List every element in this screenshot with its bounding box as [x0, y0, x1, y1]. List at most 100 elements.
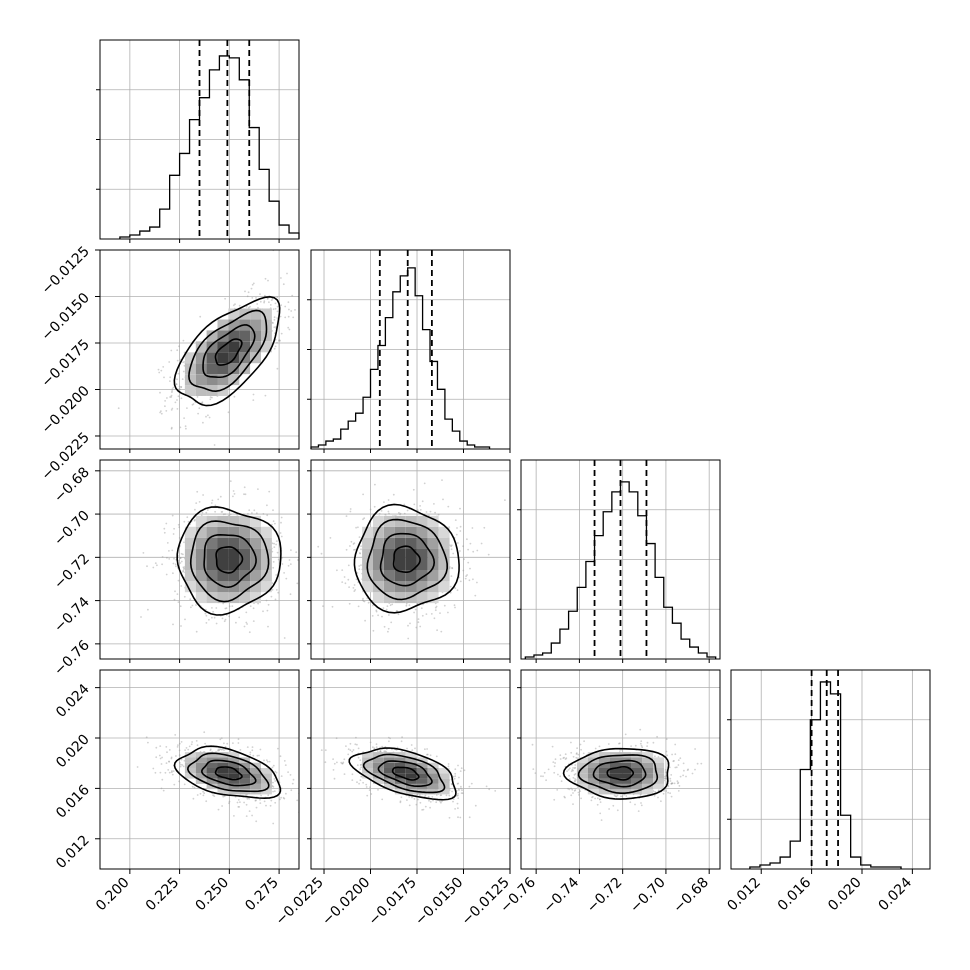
density-cell	[217, 352, 229, 364]
sample-point	[282, 283, 285, 286]
sample-point	[171, 407, 174, 410]
density-cell	[394, 526, 406, 538]
sample-point	[403, 512, 406, 515]
sample-point	[361, 599, 364, 602]
sample-point	[618, 742, 621, 745]
sample-point	[255, 297, 257, 299]
sample-point	[173, 557, 175, 560]
sample-point	[291, 294, 294, 297]
density-cell	[206, 581, 218, 593]
sample-point	[278, 339, 281, 341]
sample-point	[276, 296, 279, 299]
sample-point	[543, 771, 546, 774]
sample-point	[272, 308, 275, 311]
density-cell	[438, 768, 450, 774]
sample-point	[184, 618, 186, 621]
sample-point	[246, 623, 249, 625]
sample-point	[640, 744, 643, 747]
density-cell	[250, 526, 261, 538]
sample-point	[157, 368, 160, 371]
sample-point	[573, 780, 576, 782]
sample-point	[457, 542, 459, 544]
sample-point	[248, 631, 251, 634]
sample-point	[306, 765, 308, 767]
sample-point	[265, 599, 268, 602]
sample-point	[331, 605, 334, 608]
density-cell	[587, 762, 599, 768]
sample-point	[180, 585, 183, 587]
sample-point	[180, 386, 183, 389]
sample-point	[322, 605, 324, 607]
sample-point	[457, 807, 459, 810]
sample-point	[268, 301, 270, 304]
density-cell	[184, 526, 196, 538]
sample-point	[387, 630, 389, 633]
sample-point	[469, 567, 471, 570]
sample-point	[269, 804, 272, 807]
sample-point	[174, 563, 177, 566]
sample-point	[160, 410, 162, 412]
sample-point	[233, 493, 236, 495]
sample-point	[358, 568, 361, 571]
sample-point	[170, 396, 173, 398]
sample-point	[228, 802, 230, 805]
sample-point	[590, 799, 593, 802]
density-cell	[598, 752, 610, 758]
sample-point	[347, 564, 350, 567]
scatter-panel-0-3-border	[99, 669, 300, 870]
sample-point	[574, 773, 577, 775]
density-cell	[416, 570, 428, 582]
density-cell	[228, 757, 240, 763]
sample-point	[598, 745, 601, 748]
sample-point	[612, 804, 615, 807]
sample-point	[694, 748, 696, 750]
sample-point	[474, 804, 477, 807]
sample-point	[340, 761, 343, 764]
density-cell	[206, 752, 218, 758]
sample-point	[349, 508, 352, 510]
sample-point	[274, 302, 277, 305]
sample-point	[289, 593, 292, 596]
sample-point	[195, 740, 198, 742]
sample-point	[177, 395, 180, 398]
sample-point	[363, 517, 366, 520]
x-tick-label: 0.225	[143, 875, 183, 915]
scatter-panel-0-3	[99, 669, 300, 870]
sample-point	[349, 742, 352, 745]
sample-point	[687, 768, 689, 771]
sample-point	[164, 405, 166, 408]
sample-point	[598, 798, 601, 801]
sample-point	[282, 796, 285, 799]
sample-point	[165, 746, 168, 748]
density-cell	[384, 773, 395, 779]
sample-point	[168, 558, 171, 560]
sample-point	[341, 762, 344, 765]
sample-point	[168, 749, 171, 751]
sample-point	[172, 770, 175, 772]
sample-point	[205, 511, 208, 514]
density-cell	[217, 773, 229, 779]
sample-point	[270, 799, 273, 802]
sample-point	[244, 290, 246, 293]
sample-point	[666, 754, 669, 757]
density-cell	[217, 537, 229, 549]
sample-point	[599, 801, 602, 803]
sample-point	[162, 366, 165, 368]
density-cell	[206, 783, 218, 790]
sample-point	[272, 322, 274, 324]
sample-point	[427, 795, 430, 798]
density-cell	[195, 537, 207, 549]
sample-point	[579, 743, 582, 746]
contour-1	[592, 759, 647, 788]
sample-point	[448, 794, 451, 797]
sample-point	[184, 749, 187, 751]
sample-point	[152, 566, 155, 569]
sample-point	[235, 621, 237, 624]
density-cell	[228, 783, 240, 790]
sample-point	[276, 310, 279, 313]
density-cell	[416, 768, 428, 774]
sample-point	[675, 766, 678, 769]
sample-point	[613, 794, 616, 797]
density-cell	[239, 778, 251, 784]
sample-point	[568, 778, 571, 780]
